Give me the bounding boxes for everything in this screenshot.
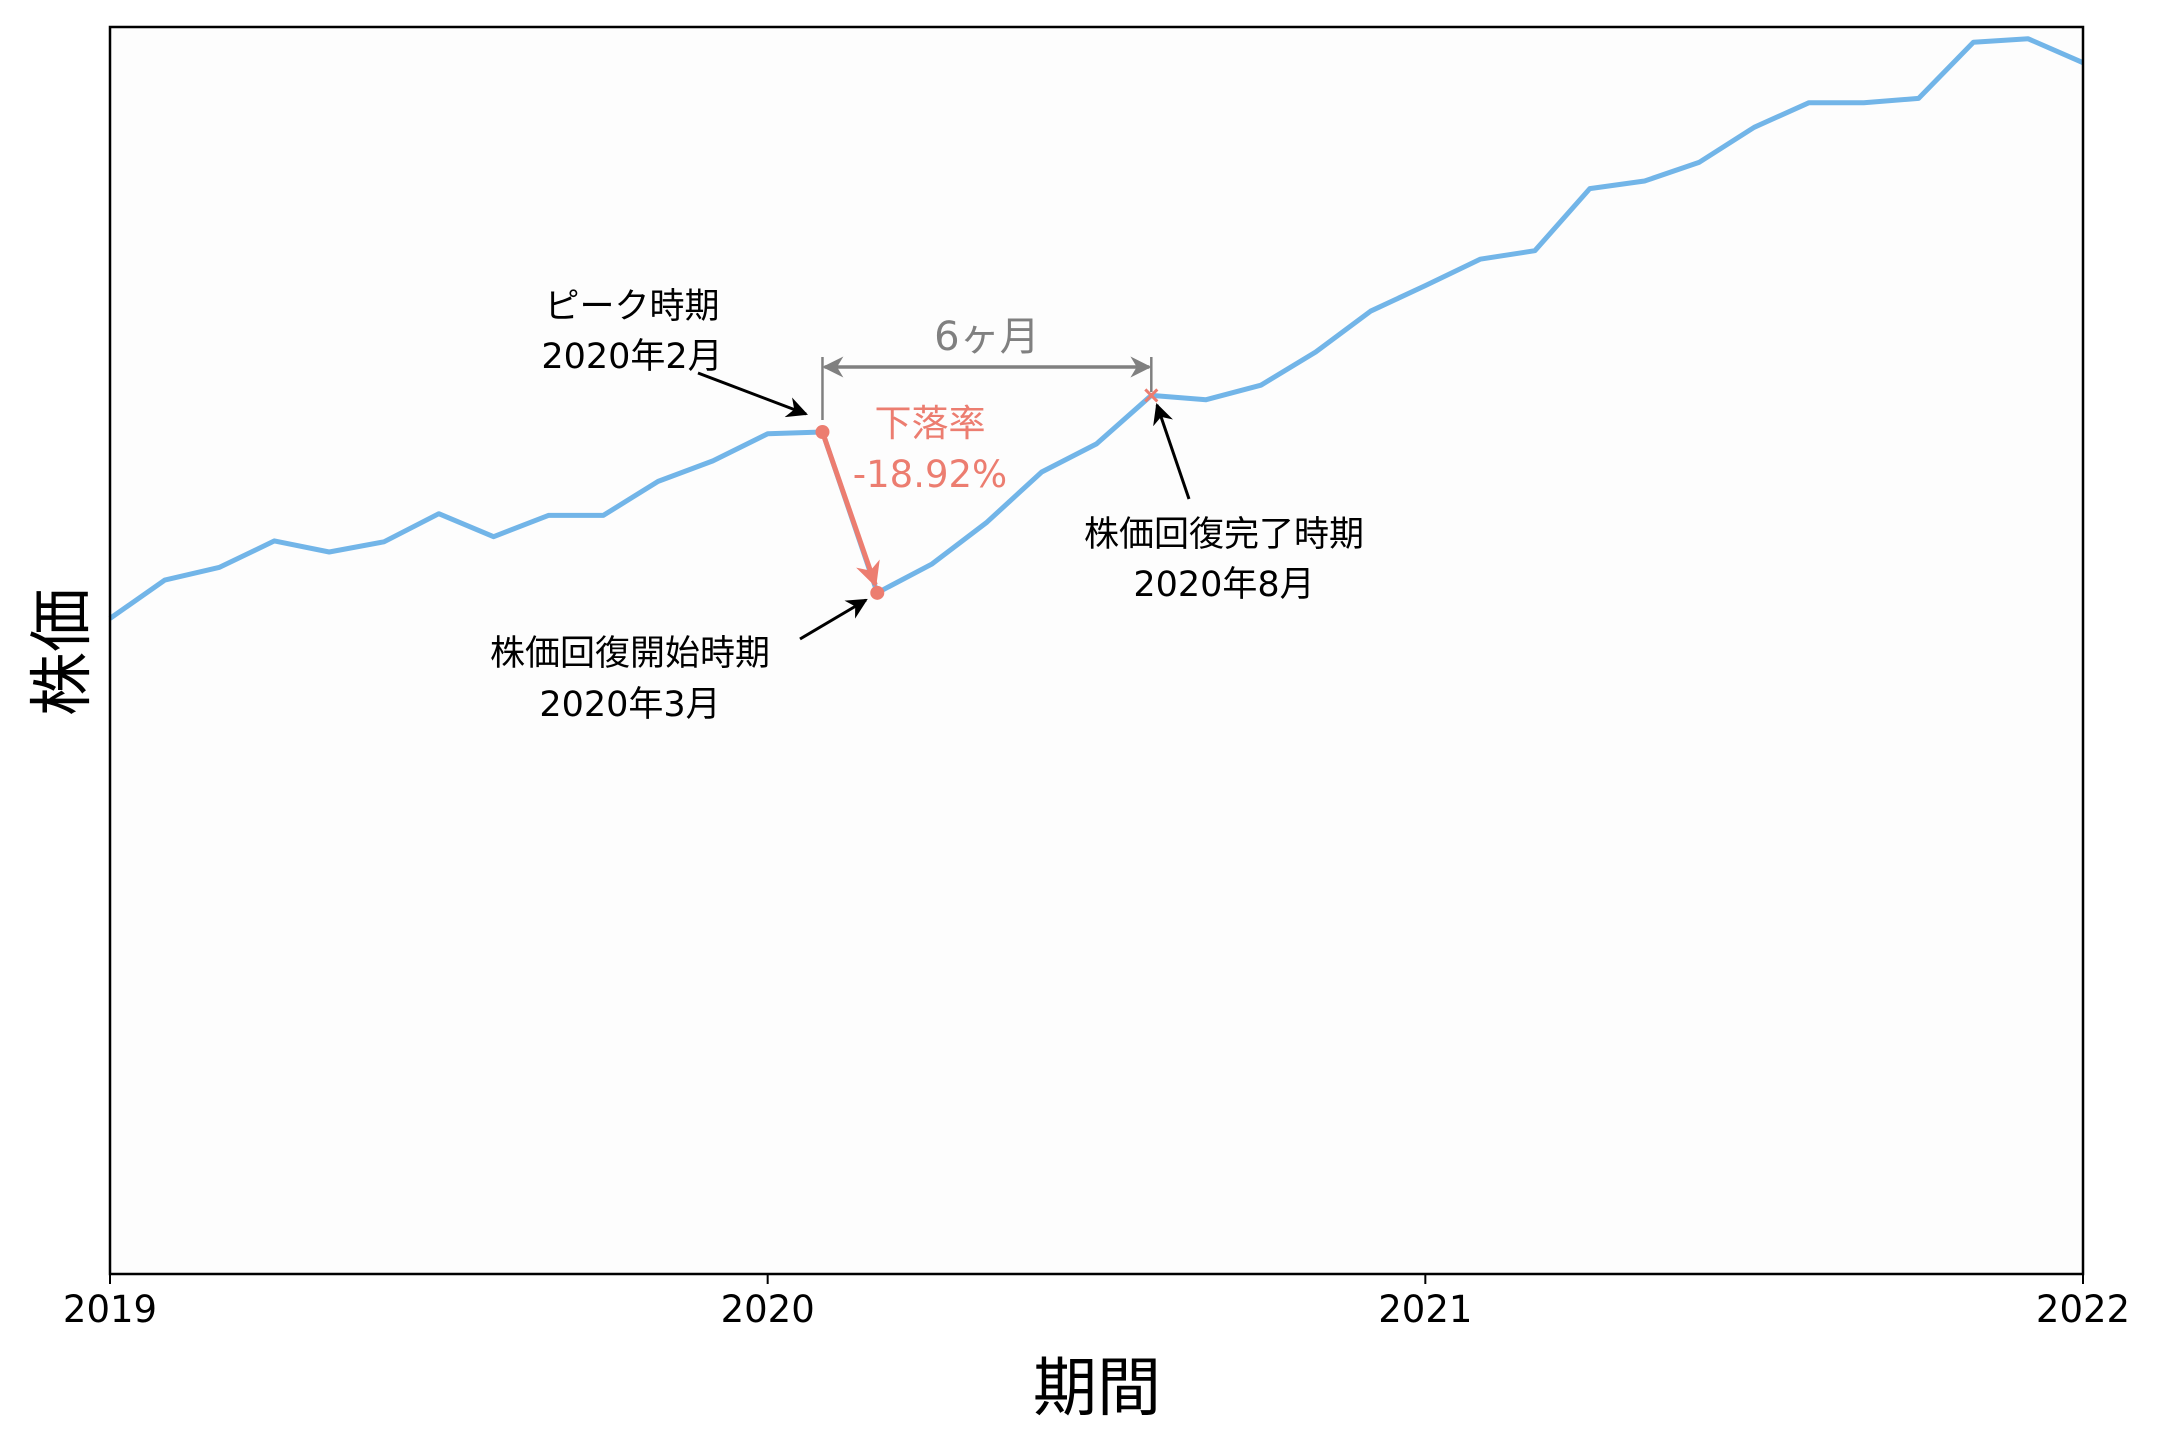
- trough-marker: [870, 585, 885, 600]
- drop-arrow: [820, 431, 880, 588]
- x-tick-label: 2020: [721, 1288, 815, 1331]
- plot-frame: [108, 25, 2085, 1276]
- recovery-arrow: [1153, 403, 1191, 500]
- drop-value: -18.92%: [853, 453, 1007, 496]
- recovery-annotation: 株価回復完了時期 2020年8月: [1084, 403, 1364, 605]
- recovery-label-line1: 株価回復完了時期: [1084, 515, 1364, 555]
- trough-arrow: [799, 598, 868, 641]
- duration-span: 6ヶ月: [821, 314, 1153, 420]
- trough-label-line2: 2020年3月: [539, 685, 720, 725]
- peak-marker: [815, 425, 830, 439]
- drop-title: 下落率: [875, 402, 986, 445]
- plot-area: [110, 27, 2083, 1274]
- drop-annotation: 下落率 -18.92%: [820, 402, 1007, 588]
- duration-label: 6ヶ月: [934, 314, 1039, 360]
- peak-label-line2: 2020年2月: [541, 337, 722, 377]
- peak-annotation: ピーク時期 2020年2月: [541, 287, 808, 418]
- recovery-x-marker: [1144, 388, 1159, 403]
- x-axis-title: 期間: [1033, 1352, 1161, 1426]
- recovery-label-line2: 2020年8月: [1133, 565, 1314, 605]
- price-line: [108, 36, 2084, 621]
- x-tick-label: 2019: [63, 1288, 157, 1331]
- peak-label-line1: ピーク時期: [544, 287, 719, 327]
- x-tick-label: 2021: [1378, 1288, 1472, 1331]
- trough-annotation: 株価回復開始時期 2020年3月: [490, 598, 868, 725]
- peak-arrow: [697, 371, 808, 418]
- trough-label-line1: 株価回復開始時期: [490, 634, 770, 674]
- x-tick-label: 2022: [2036, 1288, 2130, 1331]
- x-axis-ticks: 2019 2020 2021 2022: [63, 1274, 2130, 1331]
- y-axis-title: 株価: [26, 588, 100, 716]
